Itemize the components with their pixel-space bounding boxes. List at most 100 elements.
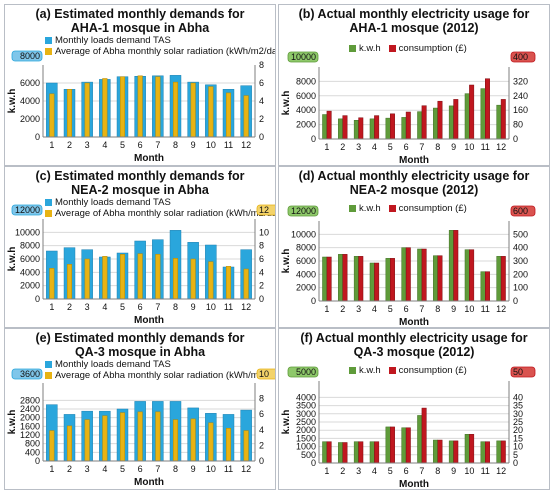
x-axis-title: Month (134, 477, 164, 488)
legend-item-solar: Average of Abha monthly solar radiation … (45, 46, 275, 57)
swatch-tas (45, 37, 52, 44)
legend: k.w.h consumption (£) (349, 203, 467, 214)
panel-d: (d) Actual monthly electricity usage for… (278, 166, 550, 328)
y-tick-label: 400 (25, 447, 40, 457)
bar-kwh (464, 434, 470, 464)
x-tick-label: 2 (67, 302, 72, 312)
x-tick-label: 6 (138, 140, 143, 150)
title-line1: (a) Estimated monthly demands for (35, 7, 245, 21)
swatch-cost (388, 205, 396, 212)
y-tick-label: 1000 (296, 442, 316, 452)
x-tick-label: 4 (102, 464, 107, 474)
x-tick-label: 5 (388, 466, 393, 476)
legend-item-kwh: k.w.h (349, 365, 381, 376)
bar-kwh (433, 255, 438, 302)
bar-cost (326, 256, 332, 302)
plot-area (43, 383, 255, 461)
x-tick-label: 2 (340, 304, 345, 314)
y-axis-title: k.w.h (7, 410, 18, 435)
bar-kwh (401, 427, 407, 464)
swatch-solar (45, 210, 52, 217)
bar-solar (208, 261, 214, 300)
x-tick-label: 9 (451, 142, 456, 152)
y2-max-tag-label: 10 (259, 369, 269, 379)
x-tick-label: 9 (451, 466, 456, 476)
x-tick-label: 4 (372, 466, 377, 476)
y-max-tag (287, 51, 319, 63)
legend-label: Monthly loads demand TAS (55, 359, 171, 370)
bar-kwh (369, 262, 375, 302)
bar-cost (421, 407, 427, 464)
y2-tick-label: 20 (513, 425, 523, 435)
legend: Monthly loads demand TAS Average of Abha… (45, 35, 275, 57)
bar-kwh (448, 440, 454, 464)
x-tick-label: 8 (173, 140, 178, 150)
x-tick-label: 5 (388, 142, 393, 152)
bar-solar (119, 412, 126, 462)
x-tick-label: 9 (191, 302, 196, 312)
x-tick-label: 12 (241, 464, 251, 474)
y2-tick-label: 25 (513, 417, 523, 427)
y-tick-label: 3500 (296, 401, 316, 411)
y2-tick-label: 400 (513, 243, 528, 253)
y-tick-label: 6000 (296, 256, 316, 266)
bar-solar (225, 92, 232, 138)
bar-cost (405, 247, 411, 302)
y2-tick-label: 10 (513, 442, 523, 452)
x-axis-title: Month (399, 155, 429, 166)
x-tick-label: 6 (404, 304, 409, 314)
bar-cost (390, 113, 395, 140)
x-tick-label: 8 (173, 302, 178, 312)
y-tick-label: 2000 (296, 283, 316, 293)
legend-item-tas: Monthly loads demand TAS (45, 197, 275, 208)
bar-solar (190, 418, 196, 462)
y2-tick-label: 6 (259, 78, 264, 88)
x-tick-label: 12 (496, 466, 506, 476)
bar-kwh (417, 111, 423, 140)
bar-solar (243, 430, 249, 462)
x-tick-label: 2 (67, 140, 72, 150)
legend-item-kwh: k.w.h (349, 203, 381, 214)
bar-cost (500, 256, 506, 302)
swatch-kwh (349, 45, 356, 52)
y-max-tag (11, 204, 43, 216)
x-tick-label: 6 (404, 142, 409, 152)
y-max-tag-label: 8000 (20, 51, 40, 61)
x-tick-label: 6 (138, 302, 143, 312)
bar-kwh (401, 117, 407, 140)
bar-kwh (448, 230, 454, 302)
x-tick-label: 10 (464, 466, 474, 476)
bar-cost (500, 440, 506, 464)
x-tick-label: 7 (419, 304, 424, 314)
bar-kwh (480, 88, 486, 140)
swatch-kwh (349, 367, 356, 374)
bar-cost (342, 254, 348, 302)
y2-tick-label: 0 (513, 458, 518, 468)
bar-solar (102, 78, 108, 138)
x-tick-label: 1 (324, 142, 329, 152)
bar-kwh (433, 439, 438, 464)
x-tick-label: 5 (120, 302, 125, 312)
bar-kwh (480, 441, 486, 464)
y2-tick-label: 4 (259, 96, 264, 106)
x-tick-label: 5 (120, 140, 125, 150)
bar-cost (405, 111, 411, 140)
legend-item-solar: Average of Abha monthly solar radiation … (45, 370, 275, 381)
y2-max-tag (256, 368, 275, 380)
y-tick-label: 0 (311, 458, 316, 468)
y-max-tag (11, 50, 43, 62)
x-tick-label: 11 (224, 302, 233, 312)
y-max-tag-label: 5000 (296, 367, 316, 377)
x-tick-label: 3 (356, 304, 361, 314)
bar-kwh (322, 441, 328, 464)
bar-kwh (496, 256, 502, 302)
y2-tick-label: 0 (513, 134, 518, 144)
y-tick-label: 10000 (15, 227, 40, 237)
y2-max-tag (510, 366, 536, 378)
y-tick-label: 4000 (296, 105, 316, 115)
bar-solar (190, 258, 196, 300)
bar-solar (102, 256, 108, 300)
bar-solar (190, 82, 196, 138)
x-tick-label: 11 (481, 304, 490, 314)
y2-tick-label: 30 (513, 409, 523, 419)
